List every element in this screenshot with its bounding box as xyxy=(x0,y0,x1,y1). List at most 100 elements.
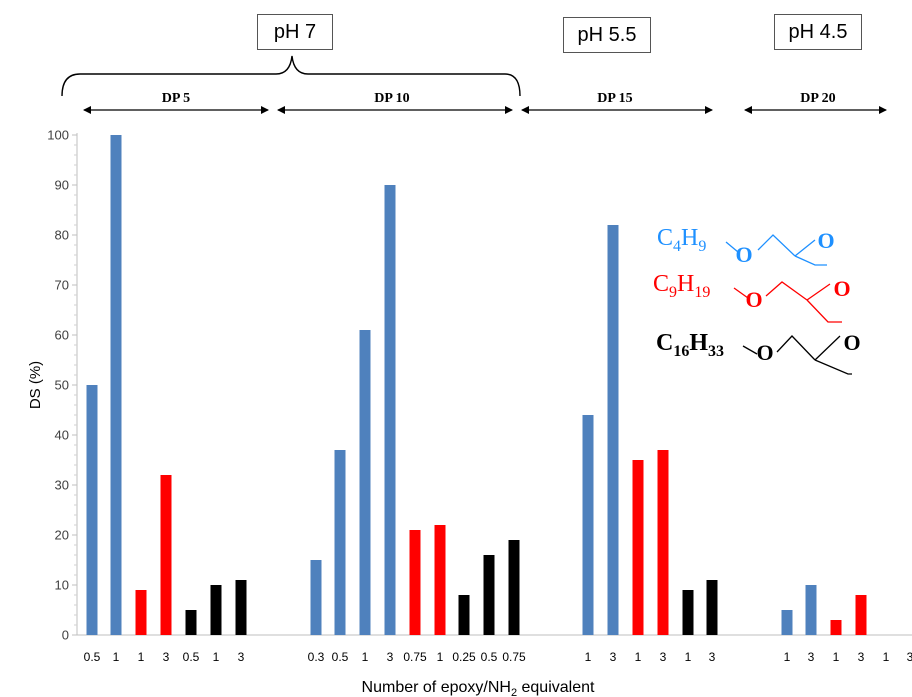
y-tick-label: 20 xyxy=(55,528,69,543)
bar-c4h9 xyxy=(781,610,793,635)
annotations: DP 5 DP 10 DP 15 DP 20 xyxy=(61,55,887,114)
bar-c4h9 xyxy=(384,185,396,635)
legend-chain xyxy=(742,335,816,361)
x-tick-label: 0.5 xyxy=(332,650,349,664)
bars xyxy=(86,135,867,635)
y-tick-label: 100 xyxy=(47,128,69,143)
bar-c4h9 xyxy=(86,385,98,635)
bar-c9h19 xyxy=(160,475,172,635)
y-tick-label: 40 xyxy=(55,428,69,443)
legend-formula: C4H9 xyxy=(657,225,706,255)
bar-c4h9 xyxy=(334,450,346,635)
legend-item: C9H19 O O xyxy=(653,271,851,323)
x-axis-label: Number of epoxy/NH2 equivalent xyxy=(362,679,595,697)
dp-label: DP 5 xyxy=(162,91,190,106)
ph-label-1: pH 7 xyxy=(257,14,333,50)
bar-c4h9 xyxy=(805,585,817,635)
x-axis-label-main: Number of epoxy/NH xyxy=(362,679,511,696)
bar-c9h19 xyxy=(657,450,669,635)
x-tick-label: 0.5 xyxy=(481,650,498,664)
x-tick-label: 0.5 xyxy=(183,650,200,664)
legend-formula: C16H33 xyxy=(656,330,724,360)
x-tick-label: 1 xyxy=(784,650,791,664)
bar-c9h19 xyxy=(855,595,867,635)
legend-item: C16H33 O O xyxy=(656,330,861,375)
legend-ether-oxygen: O xyxy=(756,340,773,365)
y-tick-label: 30 xyxy=(55,478,69,493)
x-tick-label: 3 xyxy=(858,650,865,664)
x-tick-labels: 0.5 1 1 3 0.5 1 3 0.3 0.5 1 3 0.75 1 0.25 0.5 0.75 1 3 1 3 1… xyxy=(84,650,912,664)
bar-c9h19 xyxy=(632,460,644,635)
x-tick-label: 0.25 xyxy=(452,650,476,664)
legend-ether-oxygen: O xyxy=(745,287,762,312)
y-tick-label: 10 xyxy=(55,578,69,593)
bar-c16h33 xyxy=(483,555,495,635)
legend-formula: C9H19 xyxy=(653,271,710,301)
bar-c4h9 xyxy=(607,225,619,635)
x-tick-label: 3 xyxy=(163,650,170,664)
dp-label: DP 15 xyxy=(597,91,632,106)
x-tick-label: 3 xyxy=(709,650,716,664)
legend-ring-oxygen: O xyxy=(833,276,850,301)
x-tick-label: 3 xyxy=(907,650,912,664)
x-tick-label: 1 xyxy=(362,650,369,664)
legend-epoxide-ring xyxy=(814,335,852,375)
bar-c16h33 xyxy=(682,590,694,635)
y-tick-label: 0 xyxy=(62,628,69,643)
legend-epoxide-ring xyxy=(806,283,842,323)
x-tick-label: 1 xyxy=(113,650,120,664)
formula-h: H xyxy=(677,271,694,297)
formula-c: C xyxy=(657,225,673,251)
formula-c: C xyxy=(653,271,669,297)
legend-ether-oxygen: O xyxy=(735,242,752,267)
formula-h: H xyxy=(681,225,698,251)
x-tick-label: 1 xyxy=(585,650,592,664)
formula-sub2: 19 xyxy=(694,284,710,301)
legend-item: C4H9 O O xyxy=(657,225,835,267)
formula-sub1: 9 xyxy=(669,284,677,301)
legend-ring-oxygen: O xyxy=(843,330,860,355)
bar-c16h33 xyxy=(458,595,470,635)
dp-label: DP 10 xyxy=(374,91,409,106)
x-axis-label-sub: 2 xyxy=(511,687,517,697)
ph-label-2: pH 5.5 xyxy=(563,17,651,53)
x-tick-label: 1 xyxy=(883,650,890,664)
bar-c16h33 xyxy=(235,580,247,635)
ph7-brace xyxy=(61,55,521,97)
bar-c4h9 xyxy=(582,415,594,635)
x-tick-label: 3 xyxy=(387,650,394,664)
x-tick-label: 1 xyxy=(437,650,444,664)
x-tick-label: 0.3 xyxy=(308,650,325,664)
dp-label: DP 20 xyxy=(800,91,835,106)
bar-c9h19 xyxy=(830,620,842,635)
bar-c4h9 xyxy=(310,560,322,635)
bar-c9h19 xyxy=(135,590,147,635)
x-tick-label: 1 xyxy=(635,650,642,664)
x-tick-label: 1 xyxy=(213,650,220,664)
bar-c16h33 xyxy=(185,610,197,635)
y-tick-label: 60 xyxy=(55,328,69,343)
legend-chain xyxy=(733,281,808,301)
legend-epoxide-ring xyxy=(794,239,827,266)
formula-sub2: 9 xyxy=(698,238,706,255)
ph-label-3: pH 4.5 xyxy=(774,14,862,50)
x-tick-label: 0.5 xyxy=(84,650,101,664)
x-tick-label: 0.75 xyxy=(502,650,526,664)
formula-sub1: 4 xyxy=(673,238,681,255)
y-tick-label: 90 xyxy=(55,178,69,193)
x-tick-label: 0.75 xyxy=(403,650,427,664)
x-tick-label: 3 xyxy=(610,650,617,664)
x-tick-label: 3 xyxy=(238,650,245,664)
bar-c16h33 xyxy=(210,585,222,635)
x-tick-label: 1 xyxy=(833,650,840,664)
x-tick-label: 3 xyxy=(808,650,815,664)
bar-c16h33 xyxy=(508,540,520,635)
legend-chain xyxy=(725,234,796,257)
bar-c9h19 xyxy=(434,525,446,635)
formula-h: H xyxy=(689,330,708,356)
bar-c16h33 xyxy=(706,580,718,635)
bar-c4h9 xyxy=(359,330,371,635)
bar-c4h9 xyxy=(110,135,122,635)
